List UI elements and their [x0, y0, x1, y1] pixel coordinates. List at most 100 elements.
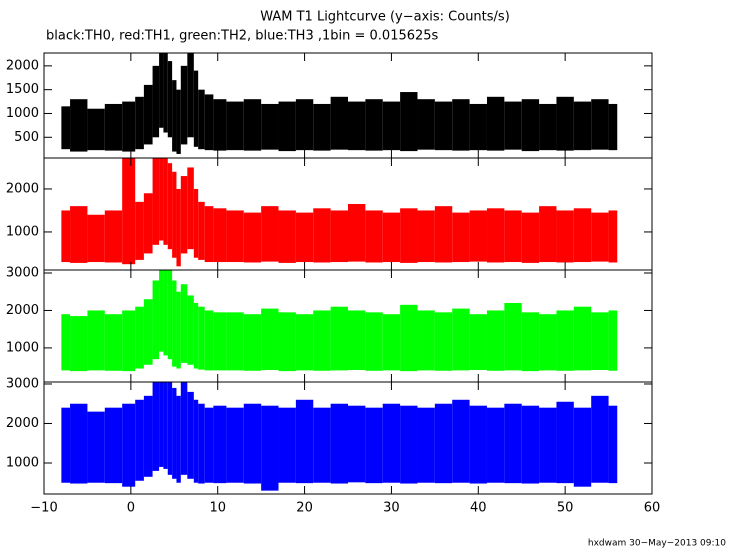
range-bar — [143, 193, 153, 254]
range-bar — [452, 308, 470, 371]
range-bar — [295, 399, 314, 484]
range-bar — [135, 96, 144, 150]
range-bar — [61, 407, 71, 483]
range-bar — [261, 206, 279, 262]
range-bar — [122, 310, 136, 372]
range-bar — [573, 306, 592, 371]
range-bar — [469, 314, 487, 371]
range-bar — [417, 210, 435, 263]
range-bar — [187, 53, 194, 138]
range-bar — [152, 280, 160, 360]
range-bar — [122, 403, 136, 487]
range-bar — [365, 210, 383, 263]
range-bar — [193, 302, 199, 369]
range-bar — [159, 53, 164, 128]
range-bar — [61, 314, 71, 371]
range-bar — [365, 312, 383, 371]
range-bar — [70, 403, 88, 484]
range-bar — [521, 99, 540, 152]
range-bar — [556, 96, 574, 151]
range-bar — [539, 407, 557, 483]
y-tick-label: 1000 — [6, 224, 39, 239]
range-bar — [167, 61, 173, 138]
range-bar — [348, 204, 366, 262]
range-bar — [213, 208, 227, 263]
range-bar — [573, 407, 592, 487]
range-bar — [452, 99, 470, 151]
range-bar — [61, 210, 71, 263]
range-bar — [504, 101, 522, 150]
range-bar — [278, 312, 296, 372]
range-bar — [591, 99, 609, 150]
chart-subtitle: black:TH0, red:TH1, green:TH2, blue:TH3 … — [46, 29, 439, 44]
range-bar — [608, 310, 618, 371]
range-bar — [295, 314, 314, 371]
range-bar — [143, 395, 153, 477]
range-bar — [226, 210, 244, 263]
range-bar — [400, 208, 418, 263]
range-bar — [521, 405, 540, 484]
y-tick-label: 3000 — [6, 265, 39, 280]
range-bar — [313, 208, 331, 263]
range-bar — [278, 101, 296, 152]
range-bar — [159, 382, 164, 467]
range-bar — [365, 407, 383, 484]
range-bar — [539, 206, 557, 263]
range-bar — [193, 188, 199, 258]
range-bar — [87, 411, 105, 483]
range-bar — [143, 299, 153, 365]
y-tick-label: 1000 — [6, 340, 39, 355]
range-bar — [172, 387, 177, 479]
range-bar — [243, 403, 262, 484]
range-bar — [198, 403, 205, 484]
range-bar — [176, 188, 181, 267]
range-bar — [452, 399, 470, 483]
range-bar — [400, 92, 418, 152]
range-bar — [159, 270, 164, 352]
x-tick-label: 60 — [644, 501, 661, 516]
range-bar — [348, 101, 366, 151]
range-bar — [176, 291, 181, 369]
range-bar — [348, 405, 366, 483]
range-bar — [539, 314, 557, 371]
range-bar — [434, 101, 453, 151]
range-bar — [226, 312, 244, 371]
range-bar — [163, 270, 168, 356]
range-bar — [504, 302, 522, 371]
range-bar — [87, 214, 105, 263]
range-bar — [213, 405, 227, 484]
range-bar — [330, 210, 348, 263]
chart-title: WAM T1 Lightcurve (y−axis: Counts/s) — [260, 10, 510, 25]
range-bar — [198, 201, 205, 260]
range-bar — [176, 89, 181, 154]
range-bar — [295, 99, 314, 151]
range-bar — [556, 210, 574, 263]
range-bar — [87, 310, 105, 371]
range-bar — [104, 210, 123, 263]
range-bar — [61, 106, 71, 150]
range-bar — [591, 395, 609, 483]
range-bar — [243, 99, 262, 151]
range-bar — [167, 163, 173, 250]
range-bar — [278, 210, 296, 263]
y-tick-label: 1000 — [6, 455, 39, 470]
range-bar — [143, 84, 153, 145]
range-bar — [261, 405, 279, 491]
range-bar — [180, 65, 188, 145]
range-bar — [70, 99, 88, 152]
range-bar — [573, 101, 592, 151]
range-bar — [172, 280, 177, 367]
panel-frame — [43, 381, 653, 495]
range-bar — [243, 314, 262, 371]
range-bar — [204, 310, 214, 371]
y-tick-label: 2000 — [6, 416, 39, 431]
range-bar — [163, 53, 168, 133]
range-bar — [313, 407, 331, 483]
range-bar — [608, 103, 618, 151]
range-bar — [504, 403, 522, 484]
range-bar — [330, 306, 348, 371]
y-tick-label: 1500 — [6, 82, 39, 97]
range-bar — [261, 308, 279, 371]
range-bar — [104, 407, 123, 484]
